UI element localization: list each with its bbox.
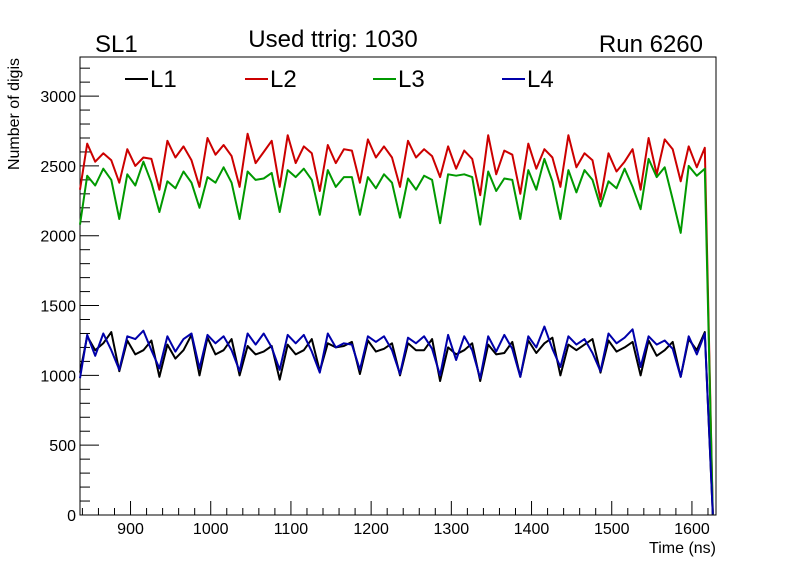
x-tick-label: 1500 bbox=[594, 521, 630, 538]
legend-label-l1: L1 bbox=[150, 66, 177, 93]
series-lines bbox=[79, 132, 714, 515]
x-tick-label: 1200 bbox=[353, 521, 389, 538]
y-tick-label: 1500 bbox=[40, 299, 76, 316]
axes: 900 1000 1100 1200 1300 1400 1500 1600 0 500 1000 1… bbox=[40, 56, 717, 538]
x-tick-label: 1000 bbox=[193, 521, 229, 538]
x-axis-label: Time (ns) bbox=[649, 540, 716, 557]
y-tick-label: 1000 bbox=[40, 368, 76, 385]
y-tick-label: 2500 bbox=[40, 159, 76, 176]
series-line-l4 bbox=[79, 325, 714, 515]
legend-label-l3: L3 bbox=[398, 66, 425, 93]
x-tick-label: 1400 bbox=[514, 521, 550, 538]
y-tick-label: 2000 bbox=[40, 229, 76, 246]
y-tick-label: 500 bbox=[49, 438, 76, 455]
series-line-l3 bbox=[79, 157, 714, 515]
chart-title: Used ttrig: 1030 bbox=[248, 26, 417, 53]
x-tick-label: 1600 bbox=[674, 521, 710, 538]
legend-label-l4: L4 bbox=[527, 66, 554, 93]
x-tick-label: 1100 bbox=[274, 521, 309, 538]
plot-frame bbox=[79, 56, 717, 516]
y-axis-label: Number of digis bbox=[6, 58, 23, 170]
legend-label-l2: L2 bbox=[270, 66, 297, 93]
x-tick-label: 900 bbox=[117, 521, 144, 538]
x-tick-label: 1300 bbox=[434, 521, 470, 538]
legend: L1 L2 L3 L4 bbox=[125, 66, 554, 93]
y-tick-label: 0 bbox=[67, 508, 76, 525]
y-tick-label: 3000 bbox=[40, 89, 76, 106]
header-right-label: Run 6260 bbox=[599, 31, 703, 58]
header-left-label: SL1 bbox=[95, 31, 138, 58]
series-line-l2 bbox=[79, 132, 714, 515]
